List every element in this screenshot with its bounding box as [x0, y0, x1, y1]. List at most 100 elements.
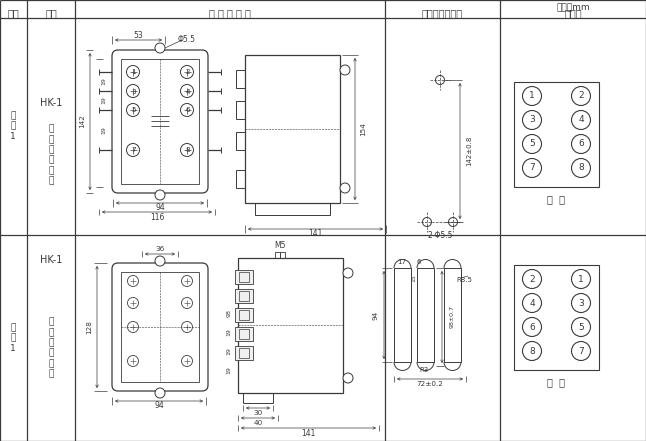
Bar	[121, 59, 199, 184]
Text: 安装开孔尺寸图: 安装开孔尺寸图	[422, 8, 463, 18]
Circle shape	[523, 294, 541, 313]
Text: 3: 3	[529, 116, 535, 124]
Text: 1: 1	[131, 70, 136, 75]
Text: 1: 1	[578, 274, 584, 284]
Text: 17: 17	[397, 259, 406, 265]
Circle shape	[155, 256, 165, 266]
Text: 4: 4	[529, 299, 535, 307]
Bar	[245, 55, 340, 203]
Text: 6: 6	[529, 322, 535, 332]
Circle shape	[435, 75, 444, 85]
Text: 19: 19	[227, 366, 231, 374]
Bar	[275, 252, 285, 258]
Circle shape	[572, 158, 590, 177]
Text: 结构: 结构	[45, 8, 57, 18]
Text: 3: 3	[131, 89, 136, 94]
Circle shape	[182, 355, 193, 366]
Circle shape	[572, 318, 590, 336]
Circle shape	[127, 276, 138, 287]
Text: 6: 6	[185, 108, 190, 113]
Text: 2: 2	[529, 274, 535, 284]
Circle shape	[127, 355, 138, 366]
Text: 94: 94	[154, 401, 164, 411]
Bar	[514, 82, 599, 187]
Circle shape	[343, 373, 353, 383]
Text: 附
图
1: 附 图 1	[10, 323, 16, 353]
Bar	[444, 268, 461, 362]
Circle shape	[572, 341, 590, 360]
Text: 30: 30	[253, 410, 263, 416]
Text: 5: 5	[131, 108, 136, 113]
Text: 凸
出
式
后
接
线: 凸 出 式 后 接 线	[48, 318, 54, 378]
Text: 15: 15	[412, 274, 417, 282]
Bar	[235, 289, 253, 303]
Text: 2: 2	[578, 91, 584, 101]
Text: 94: 94	[155, 203, 165, 213]
Text: 6: 6	[578, 139, 584, 149]
Text: 单位：mm: 单位：mm	[556, 4, 590, 12]
Circle shape	[127, 298, 138, 309]
Circle shape	[572, 135, 590, 153]
Text: 附
图
1: 附 图 1	[10, 111, 16, 141]
Circle shape	[180, 143, 194, 157]
Circle shape	[180, 85, 194, 97]
Bar	[235, 308, 253, 322]
Circle shape	[155, 43, 165, 53]
Bar	[239, 348, 249, 358]
Bar	[236, 170, 245, 188]
Circle shape	[127, 143, 140, 157]
Text: 2: 2	[185, 70, 190, 75]
Bar	[235, 270, 253, 284]
Text: 端子图: 端子图	[564, 8, 582, 18]
Bar	[239, 329, 249, 339]
Bar	[236, 101, 245, 119]
Circle shape	[340, 65, 350, 75]
Text: 前  视: 前 视	[547, 194, 565, 204]
Text: 7: 7	[131, 147, 136, 153]
Text: HK-1: HK-1	[40, 98, 62, 108]
Text: 8: 8	[578, 164, 584, 172]
Circle shape	[127, 66, 140, 78]
Text: 72±0.2: 72±0.2	[417, 381, 443, 387]
Bar	[235, 327, 253, 341]
Text: R3: R3	[419, 367, 429, 373]
Bar	[235, 346, 253, 360]
Circle shape	[422, 217, 432, 227]
Bar	[121, 272, 199, 382]
Text: 8: 8	[529, 347, 535, 355]
Text: 142±0.8: 142±0.8	[466, 136, 472, 166]
Bar	[239, 291, 249, 301]
Text: 19: 19	[227, 328, 231, 336]
Text: 2-Φ5.5: 2-Φ5.5	[427, 231, 453, 239]
Circle shape	[127, 321, 138, 333]
Text: 背  视: 背 视	[547, 377, 565, 387]
Bar	[243, 393, 273, 403]
Circle shape	[448, 217, 457, 227]
Text: 7: 7	[578, 347, 584, 355]
Circle shape	[572, 294, 590, 313]
Circle shape	[523, 341, 541, 360]
Circle shape	[523, 158, 541, 177]
Circle shape	[127, 104, 140, 116]
Bar	[239, 310, 249, 320]
Text: 图号: 图号	[8, 8, 19, 18]
Text: HK-1: HK-1	[40, 255, 62, 265]
Circle shape	[340, 183, 350, 193]
Circle shape	[523, 135, 541, 153]
Bar	[394, 268, 411, 362]
Text: 40: 40	[253, 420, 263, 426]
Text: 98±0.7: 98±0.7	[450, 306, 455, 329]
Text: 53: 53	[134, 30, 143, 40]
Text: 3: 3	[578, 299, 584, 307]
Circle shape	[180, 66, 194, 78]
Circle shape	[182, 321, 193, 333]
Text: 36: 36	[156, 246, 165, 252]
Text: 19: 19	[101, 126, 107, 134]
Circle shape	[127, 85, 140, 97]
Text: 19: 19	[101, 97, 107, 105]
Circle shape	[155, 190, 165, 200]
Text: M5: M5	[275, 242, 286, 250]
Text: 116: 116	[150, 213, 164, 221]
Text: Φ5.5: Φ5.5	[178, 35, 196, 45]
Text: R8.5: R8.5	[456, 277, 472, 283]
